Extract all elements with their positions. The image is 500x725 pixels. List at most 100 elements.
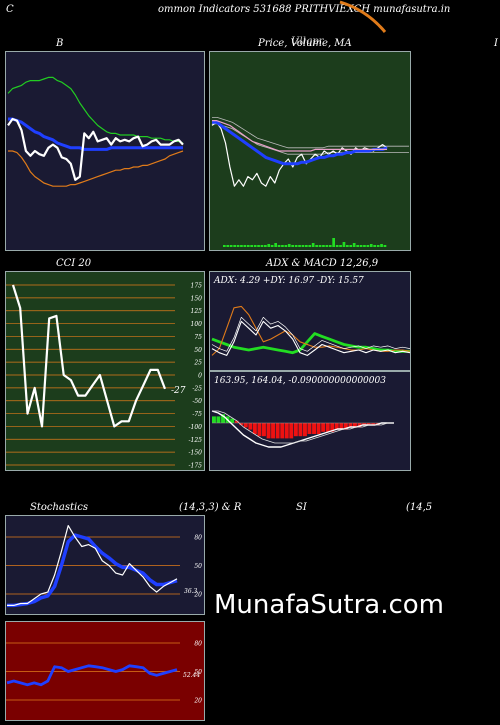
volume-bar (380, 244, 383, 247)
price-ma-ma-pink-line (212, 119, 387, 152)
cci-tick-label: -125 (189, 437, 203, 444)
macd-histogram-bar (234, 420, 239, 423)
cci-tick-label: -50 (192, 398, 202, 405)
volume-bar (274, 243, 277, 247)
price-ma-band-upper (212, 117, 409, 149)
volume-bar (226, 245, 230, 247)
macd-histogram-bar (312, 423, 316, 434)
macd-histogram-bar (316, 423, 321, 434)
macd-histogram-bar (330, 423, 335, 432)
volume-bar (325, 245, 329, 247)
macd-histogram-bar (284, 423, 289, 439)
macd-histogram-bar (230, 418, 235, 423)
bollinger-lower-line (8, 150, 184, 187)
bollinger-upper-line (7, 76, 184, 144)
volume-bar (229, 245, 233, 247)
volume-bar (359, 245, 363, 247)
macd-histogram-bar (307, 423, 312, 434)
adx-label: ADX: 4.29 +DY: 16.97 -DY: 15.57 (213, 276, 364, 286)
volume-bar (373, 245, 376, 247)
macd-signal-line (212, 410, 394, 444)
cci-tick-label: 100 (191, 321, 203, 328)
rsi-tick-label: 20 (193, 698, 202, 705)
volume-bar (260, 245, 264, 247)
bollinger-chart (5, 51, 205, 251)
cci-background (5, 271, 205, 471)
volume-bar (308, 245, 312, 247)
cci-tick-label: 0 (198, 373, 202, 380)
bollinger-title: B (56, 38, 64, 49)
header-left-letter: C (6, 4, 14, 15)
adx-chart: ADX: 4.29 +DY: 16.97 -DY: 15.57 (209, 271, 411, 371)
volume-bar (349, 245, 353, 247)
stochastics-title: Stochastics (30, 502, 88, 513)
volume-bar (346, 245, 349, 247)
volume-bar (352, 243, 356, 247)
stochastics-d-line (7, 533, 178, 608)
volume-bar (332, 238, 335, 247)
macd-histogram-bar (339, 423, 344, 430)
cci-last-label: -27 (171, 386, 186, 396)
macd-histogram-bar (289, 423, 294, 439)
adx-minus-di-line (211, 320, 411, 356)
volume-bar (264, 245, 267, 247)
volume-bar (363, 245, 366, 247)
volume-bar (243, 245, 247, 247)
macd-histogram-bar (325, 423, 330, 432)
macd-histogram-bar (371, 423, 376, 426)
macd-histogram-bar (343, 423, 348, 430)
bollinger-background (5, 51, 205, 251)
cci-chart: 175 150 125 100 75 50 25 0 -25 -50 -75 -100 -125 -150… (5, 271, 205, 471)
header-right-letter: I (494, 38, 498, 49)
macd-histogram-bar (357, 423, 362, 428)
macd-histogram-bar (243, 423, 248, 428)
macd-histogram-bar (293, 423, 298, 437)
bollinger-middle-line (8, 117, 183, 151)
macd-histogram-bar (334, 423, 339, 430)
volume-bar (328, 245, 332, 247)
volume-bar (223, 245, 226, 247)
cci-title: CCI 20 (56, 258, 92, 269)
volume-bar (281, 245, 284, 247)
cci-line (11, 284, 167, 428)
volume-bar (335, 245, 339, 247)
macd-line (211, 410, 394, 448)
volume-bar (277, 245, 281, 247)
rsi-chart: 80 50 20 52.44 (5, 621, 205, 721)
macd-histogram-bar (262, 423, 266, 437)
volume-bar (311, 243, 315, 247)
cci-tick-label: 50 (194, 347, 202, 354)
macd-histogram-bar (303, 423, 307, 437)
cci-tick-label: -75 (192, 411, 202, 418)
price-ma-chart (209, 51, 411, 251)
macd-histogram-bar (239, 423, 244, 426)
stochastics-params: (14,3,3) & R (179, 502, 242, 513)
stochastics-last-label: 36.3 (184, 588, 198, 595)
stochastics-k-line (7, 525, 178, 607)
price-ma-title: Price, Volume, MA (258, 38, 352, 49)
cci-tick-label: 25 (193, 360, 202, 367)
volume-bar (298, 245, 301, 247)
cci-tick-label: 150 (191, 295, 203, 302)
cci-tick-label: -25 (192, 385, 202, 392)
volume-bar (315, 245, 318, 247)
macd-histogram-bar (348, 423, 353, 428)
volume-bar (294, 245, 298, 247)
macd-histogram-bar (212, 416, 216, 423)
volume-bar (291, 245, 294, 247)
volume-bar (267, 244, 271, 247)
cci-tick-label: -150 (189, 450, 203, 457)
macd-histogram-bar (362, 423, 367, 426)
volume-bar (376, 245, 380, 247)
adx-adx-line (211, 332, 410, 355)
volume-bar (253, 245, 257, 247)
volume-bar (246, 245, 250, 247)
volume-bar (236, 245, 240, 247)
macd-histogram-bar (321, 423, 326, 432)
adx-minus-di-shadow (211, 316, 411, 352)
stochastics-tick-label: 50 (194, 563, 202, 570)
volume-bar (250, 245, 253, 247)
volume-bar (369, 244, 373, 247)
volume-bar (287, 244, 291, 247)
volume-bar (318, 245, 322, 247)
